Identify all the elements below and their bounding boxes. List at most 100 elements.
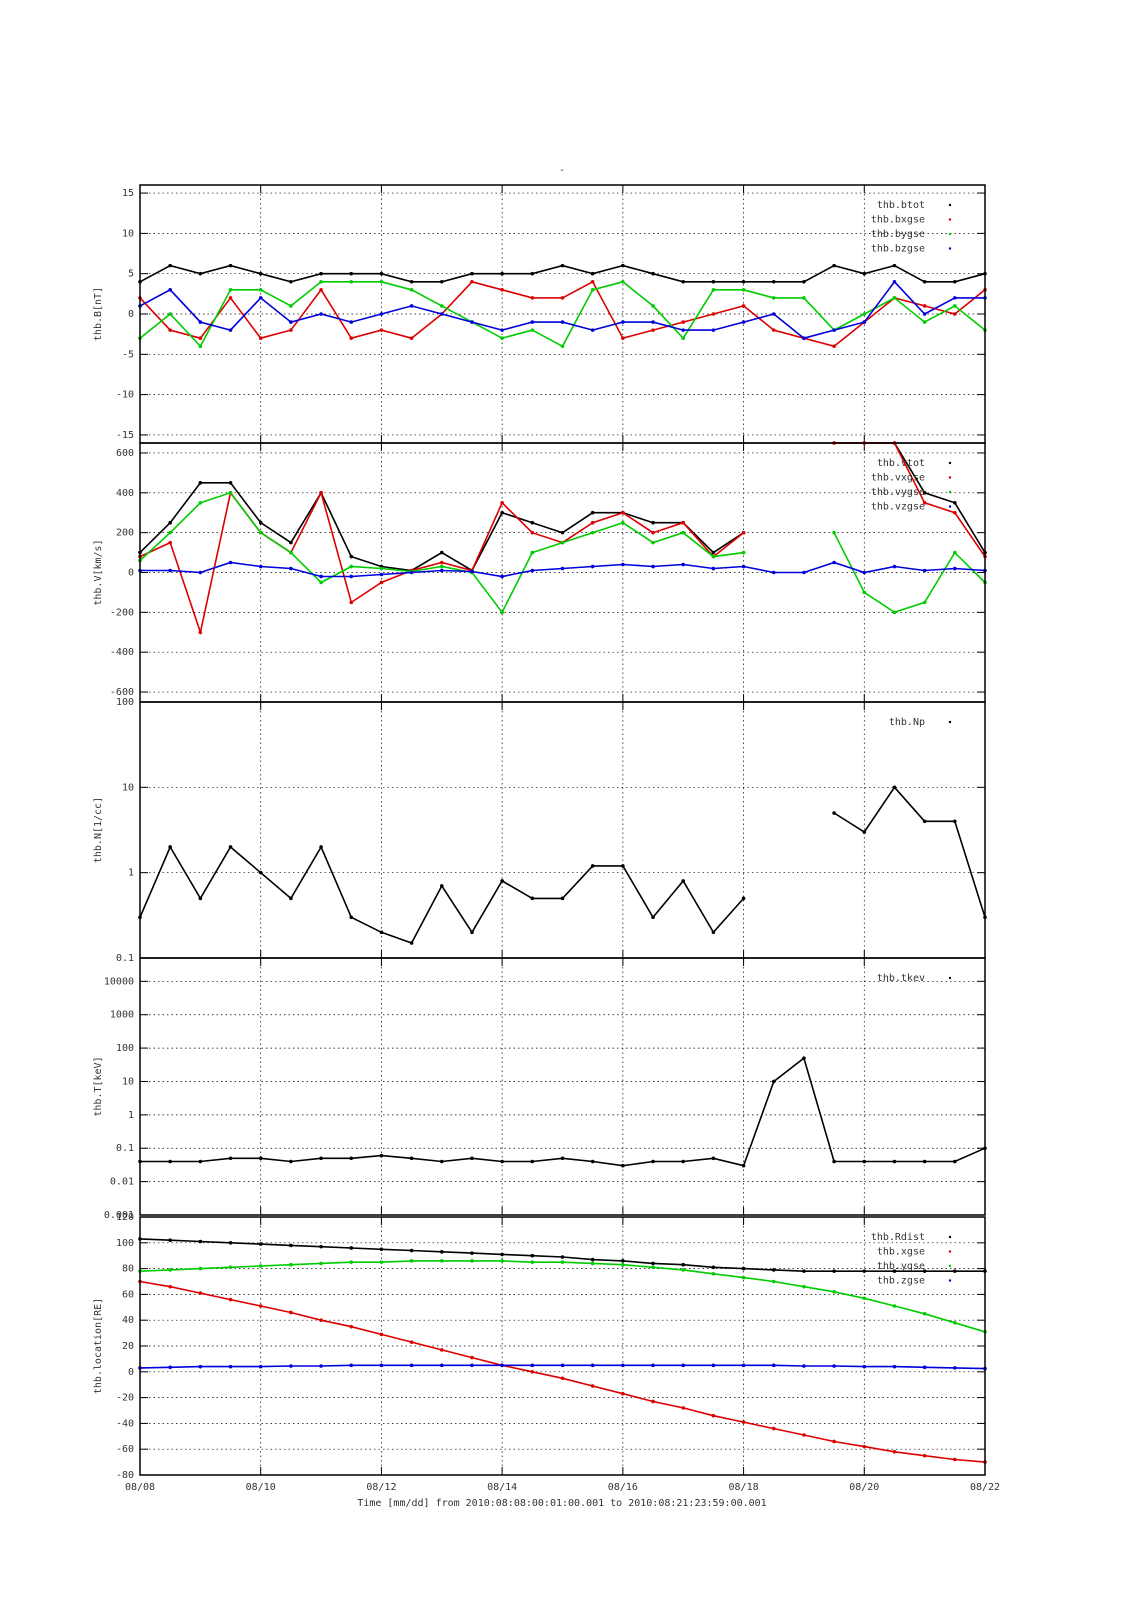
data-point: [530, 1260, 535, 1264]
data-point: [258, 520, 263, 525]
data-point: [258, 1364, 263, 1369]
series-line: [139, 442, 986, 636]
data-point: [741, 564, 746, 569]
data-point: [922, 568, 927, 573]
data-point: [530, 271, 535, 276]
data-point: [802, 1056, 806, 1060]
data-point: [681, 336, 686, 340]
y-tick-label: 10: [122, 782, 134, 793]
data-point: [711, 1413, 716, 1418]
data-point: [289, 1364, 293, 1368]
data-point: [500, 879, 504, 883]
y-tick-label: -600: [110, 687, 134, 698]
y-tick-label: 0: [128, 568, 134, 579]
data-point: [289, 550, 293, 555]
data-point: [862, 1269, 867, 1273]
data-point: [711, 1271, 716, 1276]
data-point: [922, 819, 927, 824]
legend-label: thb.vxgse: [871, 473, 925, 484]
data-point: [862, 1364, 867, 1369]
data-point: [741, 279, 746, 284]
data-point: [530, 328, 535, 332]
data-point: [590, 1261, 595, 1266]
data-point: [862, 830, 867, 834]
data-point: [953, 566, 957, 571]
y-tick-label: -15: [116, 430, 134, 441]
data-point: [258, 870, 263, 875]
x-tick-label: 08/20: [849, 1482, 879, 1493]
y-axis-label: thb.T[keV]: [93, 1056, 104, 1116]
y-tick-label: 10: [122, 228, 134, 239]
data-point: [319, 1244, 323, 1249]
data-point: [409, 304, 414, 308]
data-point: [953, 1269, 957, 1273]
data-point: [621, 279, 625, 284]
data-point: [953, 1366, 957, 1370]
data-point: [500, 1363, 504, 1368]
data-point: [530, 1253, 535, 1258]
data-point: [621, 520, 625, 525]
data-point: [741, 1266, 746, 1271]
data-point: [530, 568, 535, 573]
data-point: [198, 336, 203, 340]
data-point: [439, 564, 444, 569]
legend-marker: [948, 232, 952, 236]
data-point: [832, 811, 836, 815]
data-point: [409, 1259, 414, 1263]
data-point: [802, 1433, 806, 1437]
data-point: [892, 564, 897, 569]
legend-label: thb.ygse: [877, 1261, 925, 1272]
data-point: [379, 930, 384, 935]
legend-label: thb.zgse: [877, 1276, 925, 1287]
data-point: [228, 1156, 233, 1161]
data-point: [168, 288, 172, 292]
data-point: [711, 312, 716, 316]
data-point: [349, 271, 354, 276]
data-point: [319, 491, 323, 495]
legend-marker: [948, 1235, 952, 1239]
data-point: [651, 320, 655, 324]
data-point: [228, 328, 233, 332]
data-point: [922, 500, 927, 505]
data-point: [590, 520, 595, 525]
data-point: [892, 1304, 897, 1308]
data-point: [409, 336, 414, 340]
data-point: [439, 550, 444, 555]
data-point: [168, 328, 172, 332]
data-point: [258, 1264, 263, 1268]
data-point: [711, 328, 716, 332]
data-point: [832, 1364, 836, 1368]
y-tick-label: 0.01: [110, 1177, 134, 1188]
data-point: [530, 1159, 535, 1164]
data-point: [922, 600, 927, 605]
data-point: [560, 530, 565, 535]
data-point: [289, 896, 293, 901]
data-point: [892, 610, 897, 615]
y-tick-label: 20: [122, 1341, 134, 1352]
y-tick-label: 400: [116, 488, 134, 499]
legend-label: thb.Np: [889, 717, 925, 728]
y-tick-label: 0: [128, 309, 134, 320]
data-point: [470, 279, 474, 284]
data-point: [681, 1406, 686, 1410]
data-point: [319, 288, 323, 292]
y-tick-label: 1: [128, 1110, 134, 1121]
data-point: [892, 1364, 897, 1369]
data-point: [560, 320, 565, 324]
data-point: [621, 562, 625, 567]
legend-label: thb.vtot: [877, 458, 925, 469]
y-tick-label: 100: [116, 697, 134, 708]
data-point: [560, 1260, 565, 1264]
data-point: [771, 1279, 776, 1284]
data-point: [258, 530, 263, 535]
data-point: [651, 915, 655, 920]
data-point: [953, 500, 957, 505]
data-point: [409, 1340, 414, 1344]
data-point: [289, 1262, 293, 1267]
data-point: [590, 1257, 595, 1262]
data-point: [198, 320, 203, 324]
legend-marker: [948, 247, 952, 250]
data-point: [409, 1363, 414, 1368]
data-point: [560, 896, 565, 901]
